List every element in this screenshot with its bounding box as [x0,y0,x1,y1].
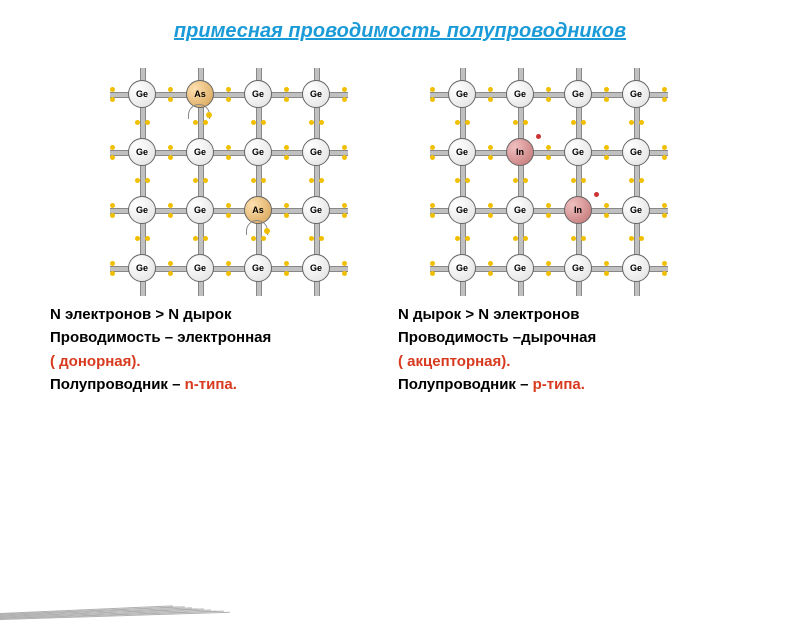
right-line4a: Полупроводник – [398,376,533,393]
ge-atom: Ge [448,138,476,166]
ge-atom: Ge [506,80,534,108]
left-line4a: Полупроводник – [50,376,185,393]
ge-atom: Ge [564,138,592,166]
ge-atom: Ge [302,254,330,282]
lattice-donor: GeAsGeGeGeGeGeGeGeGeAsGeGeGeGeGe [110,68,370,268]
ge-atom: Ge [244,254,272,282]
page-title: примесная проводимость полупроводников [0,20,800,43]
ge-atom: Ge [186,138,214,166]
impurity-atom: In [506,138,534,166]
right-line2: Проводимость –дырочная [398,326,738,349]
right-accent2: p-типа. [533,376,585,393]
ge-atom: Ge [128,196,156,224]
hole [536,134,541,139]
ge-atom: Ge [244,138,272,166]
hole [594,192,599,197]
ge-atom: Ge [622,254,650,282]
text-left-column: N электронов > N дырок Проводимость – эл… [50,303,390,396]
diagrams-container: GeAsGeGeGeGeGeGeGeGeAsGeGeGeGeGe GeGeGeG… [0,68,800,268]
free-electron [264,228,270,234]
ge-atom: Ge [128,254,156,282]
right-accent1: ( акцепторная). [398,353,510,370]
right-line4: Полупроводник – p-типа. [398,373,738,396]
left-accent1: ( донорная). [50,353,141,370]
left-line2: Проводимость – электронная [50,326,390,349]
ge-atom: Ge [128,80,156,108]
ge-atom: Ge [622,196,650,224]
ge-atom: Ge [302,80,330,108]
ge-atom: Ge [564,80,592,108]
left-accent2: n-типа. [185,376,237,393]
ge-atom: Ge [128,138,156,166]
ge-atom: Ge [506,196,534,224]
ge-atom: Ge [448,196,476,224]
right-line3: ( акцепторная). [398,350,738,373]
left-line1: N электронов > N дырок [50,303,390,326]
ge-atom: Ge [564,254,592,282]
ge-atom: Ge [622,80,650,108]
triangle-decoration [0,530,230,620]
ge-atom: Ge [302,196,330,224]
ge-atom: Ge [506,254,534,282]
free-electron [206,112,212,118]
lattice-acceptor: GeGeGeGeGeInGeGeGeGeInGeGeGeGeGe [430,68,690,268]
ge-atom: Ge [622,138,650,166]
right-line1: N дырок > N электронов [398,303,738,326]
text-right-column: N дырок > N электронов Проводимость –дыр… [398,303,738,396]
left-line3: ( донорная). [50,350,390,373]
ge-atom: Ge [186,254,214,282]
ge-atom: Ge [244,80,272,108]
text-block: N электронов > N дырок Проводимость – эл… [0,303,800,396]
ge-atom: Ge [448,254,476,282]
ge-atom: Ge [448,80,476,108]
impurity-atom: In [564,196,592,224]
ge-atom: Ge [302,138,330,166]
ge-atom: Ge [186,196,214,224]
left-line4: Полупроводник – n-типа. [50,373,390,396]
